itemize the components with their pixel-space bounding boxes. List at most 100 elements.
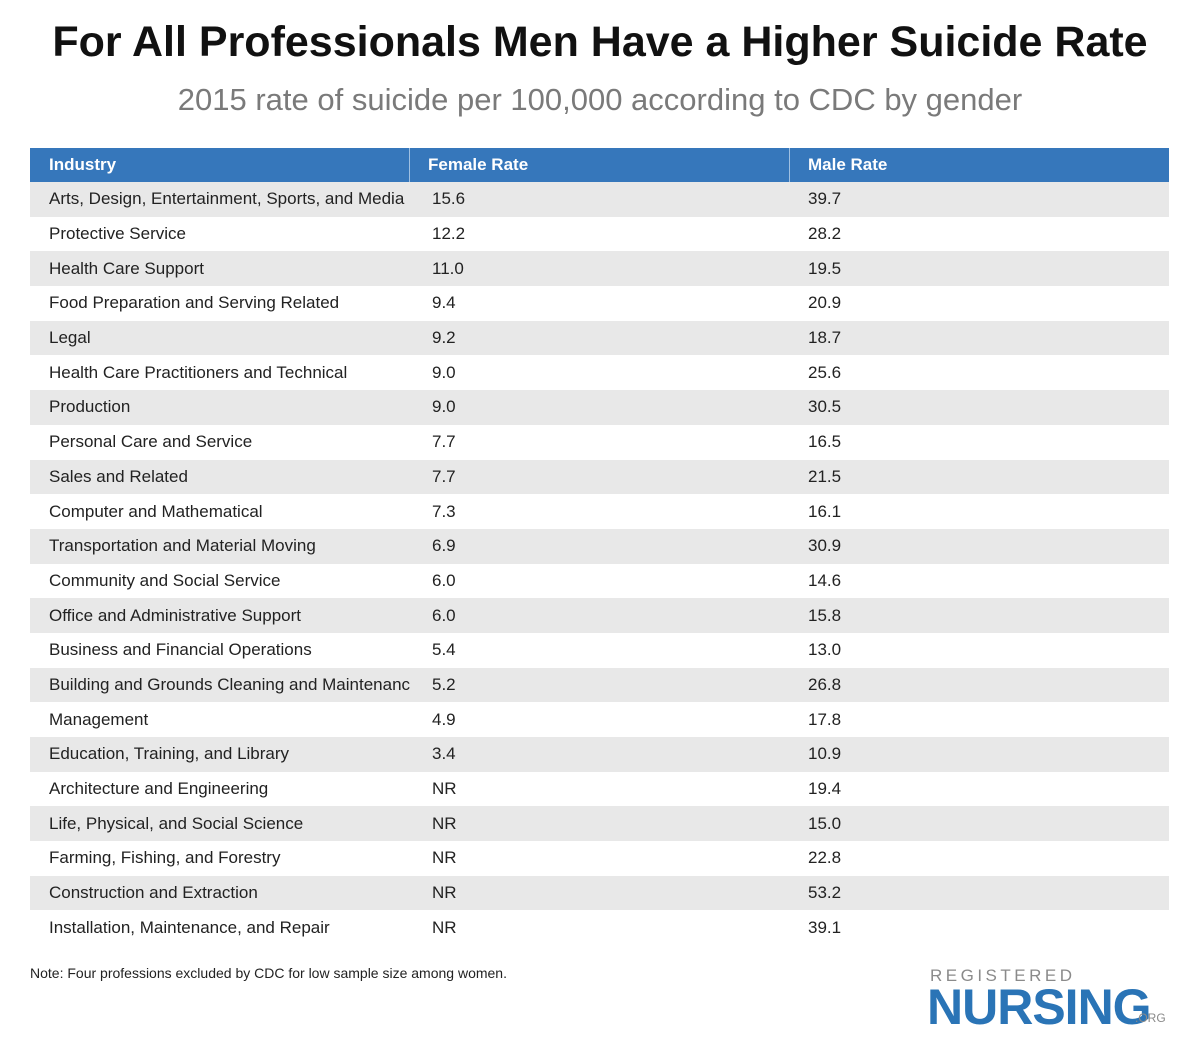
table-row: Office and Administrative Support 6.0 15.8	[30, 598, 1169, 633]
table-cell: 39.7	[808, 189, 842, 209]
table-cell: Protective Service	[49, 224, 186, 244]
table-cell: 7.3	[432, 501, 456, 521]
table-row: Education, Training, and Library 3.4 10.9	[30, 737, 1169, 772]
table-row: Management 4.9 17.8	[30, 702, 1169, 737]
table-cell: 20.9	[808, 293, 842, 313]
table-cell: 53.2	[808, 883, 842, 903]
table-row: Life, Physical, and Social Science NR 15.0	[30, 806, 1169, 842]
table-row: Computer and Mathematical 7.3 16.1	[30, 494, 1169, 529]
table-cell: NR	[432, 883, 457, 903]
table-cell: 39.1	[808, 917, 842, 937]
table-cell: 9.4	[432, 293, 456, 313]
table-cell: NR	[432, 917, 457, 937]
table-cell: 3.4	[432, 744, 456, 764]
table-cell: Computer and Mathematical	[49, 501, 263, 521]
table-cell: 17.8	[808, 709, 842, 729]
table-cell: Building and Grounds Cleaning and Mainte…	[49, 674, 410, 694]
table-cell: Management	[49, 709, 149, 729]
header-cell: Female Rate	[410, 148, 790, 182]
table-cell: 19.5	[808, 258, 842, 278]
table-cell: 26.8	[808, 674, 842, 694]
table-cell: 25.6	[808, 362, 842, 382]
table-cell: Transportation and Material Moving	[49, 536, 316, 556]
table-row: Health Care Practitioners and Technical 9…	[30, 355, 1169, 390]
footnote: Note: Four professions excluded by CDC f…	[30, 965, 507, 981]
table-row: Food Preparation and Serving Related 9.4 2…	[30, 286, 1169, 321]
table-cell: Farming, Fishing, and Forestry	[49, 848, 281, 868]
table-cell: Life, Physical, and Social Science	[49, 813, 304, 833]
title: For All Professionals Men Have a Higher …	[52, 18, 1148, 66]
table-cell: 9.0	[432, 397, 456, 417]
table-row: Personal Care and Service 7.7 16.5	[30, 425, 1169, 460]
table-cell: 6.9	[432, 536, 456, 556]
table-row: Building and Grounds Cleaning and Mainte…	[30, 667, 1169, 703]
table-row: Legal 9.2 18.7	[30, 320, 1169, 356]
table-row: Construction and Extraction NR 53.2	[30, 875, 1169, 911]
table-cell: 5.2	[432, 674, 456, 694]
table-cell: 14.6	[808, 570, 842, 590]
header-cell: Industry	[30, 148, 410, 182]
table-cell: 4.9	[432, 709, 456, 729]
table-row: Arts, Design, Entertainment, Sports, and…	[30, 182, 1169, 217]
header-row: Industry Female Rate Male Rate	[30, 148, 1169, 182]
table-cell: 21.5	[808, 466, 842, 486]
table-cell: 19.4	[808, 779, 842, 799]
table-cell: 6.0	[432, 605, 456, 625]
table-cell: 7.7	[432, 432, 456, 452]
table-cell: 30.9	[808, 536, 842, 556]
table-cell: 10.9	[808, 744, 842, 764]
table-cell: 16.5	[808, 432, 842, 452]
table-cell: Legal	[49, 328, 91, 348]
table-row: Production 9.0 30.5	[30, 390, 1169, 425]
logo-main: NURSING	[927, 979, 1152, 1035]
table-cell: NR	[432, 779, 457, 799]
table-cell: Health Care Practitioners and Technical	[49, 362, 348, 382]
table-row: Protective Service 12.2 28.2	[30, 217, 1169, 252]
table-row: Health Care Support 11.0 19.5	[30, 251, 1169, 287]
logo-suffix: .ORG	[1135, 1011, 1166, 1025]
table-cell: Installation, Maintenance, and Repair	[49, 917, 330, 937]
table-cell: 6.0	[432, 570, 456, 590]
logo-top: REGISTERED	[930, 966, 1076, 985]
table-cell: 15.8	[808, 605, 842, 625]
table-cell: 9.0	[432, 362, 456, 382]
table-row: Farming, Fishing, and Forestry NR 22.8	[30, 841, 1169, 876]
subtitle: 2015 rate of suicide per 100,000 accordi…	[177, 82, 1023, 117]
table-cell: Health Care Support	[49, 258, 204, 278]
table-cell: 9.2	[432, 328, 456, 348]
table-cell: 18.7	[808, 328, 842, 348]
table-row: Business and Financial Operations 5.4 13.0	[30, 633, 1169, 668]
table-cell: 13.0	[808, 640, 842, 660]
table-row: Community and Social Service 6.0 14.6	[30, 564, 1169, 599]
table-cell: Personal Care and Service	[49, 432, 253, 452]
table: Industry Female Rate Male Rate Arts, Design…	[30, 148, 1169, 945]
table-cell: Food Preparation and Serving Related	[49, 293, 340, 313]
table-cell: 30.5	[808, 397, 842, 417]
table-cell: 15.0	[808, 813, 842, 833]
table-cell: 5.4	[432, 640, 456, 660]
table-cell: NR	[432, 848, 457, 868]
table-cell: 28.2	[808, 224, 842, 244]
table-cell: Production	[49, 397, 131, 417]
table-cell: Architecture and Engineering	[49, 779, 269, 799]
table-cell: 16.1	[808, 501, 842, 521]
table-cell: Education, Training, and Library	[49, 744, 290, 764]
table-cell: Business and Financial Operations	[49, 640, 312, 660]
table-row: Architecture and Engineering NR 19.4	[30, 772, 1169, 807]
table-cell: Office and Administrative Support	[49, 605, 301, 625]
header-cell: Male Rate	[808, 155, 888, 174]
table-cell: 12.2	[432, 224, 466, 244]
table-cell: Construction and Extraction	[49, 883, 258, 903]
table-cell: 22.8	[808, 848, 842, 868]
table-cell: 7.7	[432, 466, 456, 486]
table-cell: Arts, Design, Entertainment, Sports, and…	[49, 189, 405, 209]
table-cell: 11.0	[432, 258, 464, 278]
table-row: Transportation and Material Moving 6.9 30.…	[30, 528, 1169, 564]
table-row: Sales and Related 7.7 21.5	[30, 459, 1169, 495]
table-row: Installation, Maintenance, and Repair NR 3…	[30, 910, 1169, 945]
table-cell: Community and Social Service	[49, 570, 281, 590]
table-cell: Sales and Related	[49, 466, 188, 486]
table-cell: NR	[432, 813, 457, 833]
table-cell: 15.6	[432, 189, 466, 209]
